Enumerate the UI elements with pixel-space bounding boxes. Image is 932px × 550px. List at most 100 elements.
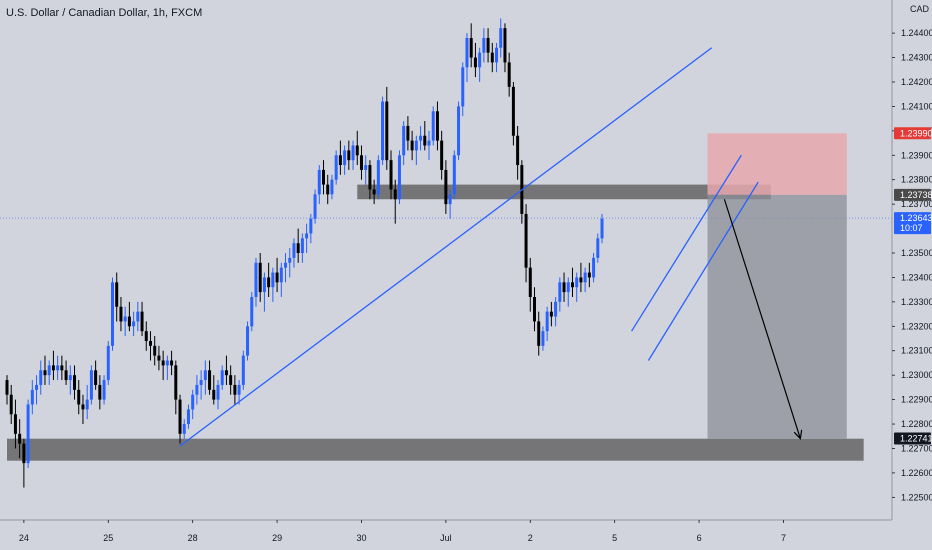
candle-body bbox=[43, 370, 47, 376]
candle-body bbox=[157, 355, 161, 361]
candle-body bbox=[279, 267, 283, 283]
candle-body bbox=[499, 28, 503, 48]
candle-body bbox=[165, 360, 169, 366]
candle-body bbox=[106, 345, 110, 381]
candle-body bbox=[351, 145, 355, 161]
candle-body bbox=[144, 331, 148, 341]
candle-body bbox=[448, 194, 452, 205]
time-tick-label: 7 bbox=[781, 533, 786, 543]
candle-body bbox=[296, 243, 300, 254]
candle-body bbox=[596, 238, 600, 258]
candle-body bbox=[393, 189, 397, 200]
candle-body bbox=[566, 282, 570, 293]
candle-body bbox=[431, 111, 435, 141]
time-axis-background bbox=[0, 520, 892, 550]
candle-body bbox=[549, 311, 553, 317]
price-tick-label: 1.23000 bbox=[901, 370, 932, 380]
currency-label: CAD bbox=[910, 4, 930, 14]
time-tick-label: 24 bbox=[19, 533, 29, 543]
price-tag-current-label: 1.23643 bbox=[900, 213, 932, 223]
candle-body bbox=[161, 360, 165, 366]
candle-body bbox=[507, 62, 511, 87]
candle-body bbox=[457, 106, 461, 156]
candle-body bbox=[68, 375, 72, 381]
candle-body bbox=[195, 384, 199, 395]
price-tick-label: 1.24200 bbox=[901, 77, 932, 87]
candle-body bbox=[372, 189, 376, 195]
channel-upper-line bbox=[631, 154, 742, 332]
candle-body bbox=[170, 360, 174, 366]
candle-body bbox=[136, 311, 140, 322]
candle-body bbox=[30, 389, 34, 405]
candle-body bbox=[326, 184, 330, 195]
candle-body bbox=[262, 277, 266, 293]
candle-body bbox=[13, 414, 17, 434]
candle-body bbox=[224, 370, 228, 376]
candle-body bbox=[528, 267, 532, 297]
candle-body bbox=[85, 399, 89, 410]
candle-body bbox=[541, 331, 545, 346]
candle-body bbox=[5, 380, 9, 395]
candle-body bbox=[119, 306, 123, 322]
candle-body bbox=[381, 101, 385, 161]
candle-body bbox=[60, 365, 64, 371]
candle-body bbox=[229, 375, 233, 385]
candle-body bbox=[77, 389, 81, 405]
candle-body bbox=[397, 155, 401, 200]
candle-body bbox=[51, 365, 55, 371]
candle-body bbox=[35, 384, 39, 390]
time-axis[interactable]: 24 25 28 29 30 Jul 2 5 6 7 bbox=[0, 519, 892, 550]
price-tag-current bbox=[894, 212, 931, 235]
candle-body bbox=[419, 135, 423, 141]
candle-body bbox=[288, 257, 292, 263]
candle-body bbox=[558, 282, 562, 302]
candle-body bbox=[81, 404, 85, 410]
candle-body bbox=[592, 257, 596, 278]
candle-body bbox=[241, 355, 245, 385]
candle-body bbox=[292, 243, 296, 258]
candle-body bbox=[330, 179, 334, 195]
price-tick-label: 1.23300 bbox=[901, 297, 932, 307]
candle-body bbox=[123, 316, 127, 322]
candle-body bbox=[368, 165, 372, 190]
candle-body bbox=[56, 365, 60, 371]
candles-layer bbox=[5, 18, 604, 488]
resistance-zone bbox=[357, 184, 771, 200]
price-tick-label: 1.22500 bbox=[901, 492, 932, 502]
candle-body bbox=[102, 380, 106, 400]
candle-body bbox=[153, 345, 157, 356]
candle-body bbox=[216, 384, 220, 400]
candle-body bbox=[322, 169, 325, 185]
candle-body bbox=[182, 424, 186, 434]
candle-body bbox=[250, 296, 254, 327]
time-tick-label: 2 bbox=[528, 533, 533, 543]
candle-body bbox=[22, 443, 26, 464]
candle-body bbox=[39, 370, 43, 385]
candle-body bbox=[583, 272, 587, 283]
candle-body bbox=[503, 28, 507, 63]
support-zone bbox=[7, 438, 864, 461]
candle-body bbox=[600, 218, 604, 239]
candle-body bbox=[94, 370, 98, 385]
candle-body bbox=[406, 125, 410, 141]
candle-body bbox=[486, 37, 490, 53]
candle-body bbox=[271, 272, 275, 288]
candle-body bbox=[309, 218, 313, 234]
candle-body bbox=[220, 370, 224, 385]
price-tick-label: 1.23100 bbox=[901, 346, 932, 356]
price-axis[interactable]: CAD1.225001.226001.227001.228001.229001.… bbox=[891, 0, 932, 550]
price-tick-label: 1.24400 bbox=[901, 28, 932, 38]
candle-body bbox=[199, 380, 203, 385]
candle-body bbox=[495, 47, 499, 63]
time-tick-label: 5 bbox=[612, 533, 617, 543]
candle-body bbox=[423, 135, 427, 146]
candle-body bbox=[516, 135, 520, 166]
candle-body bbox=[343, 150, 347, 166]
candle-body bbox=[203, 370, 207, 381]
price-tag-target-label: 1.22741 bbox=[900, 433, 932, 443]
candle-body bbox=[98, 384, 102, 400]
price-tick-label: 1.23800 bbox=[901, 175, 932, 185]
